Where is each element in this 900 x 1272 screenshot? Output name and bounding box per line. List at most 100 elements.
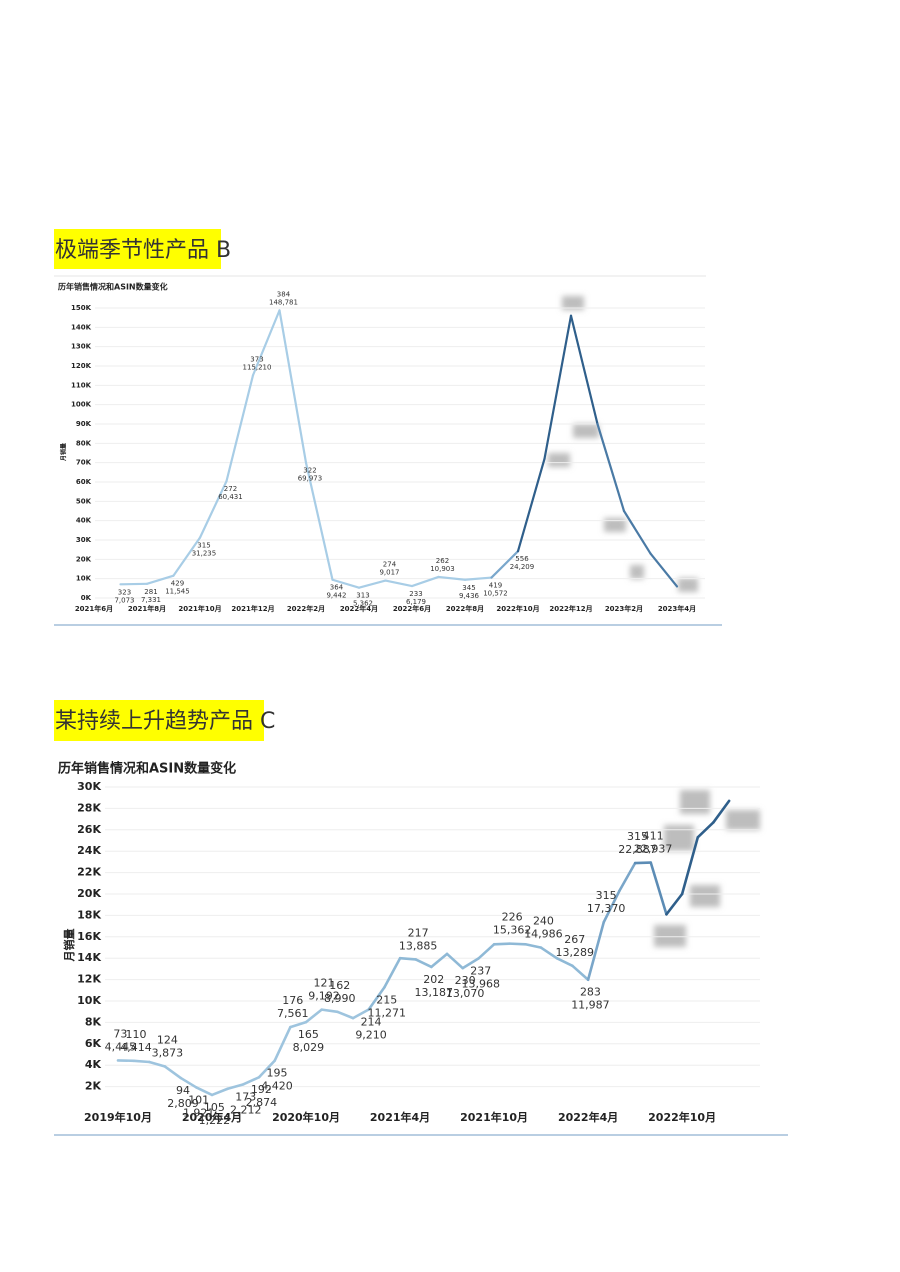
- asin-count-label: 267: [564, 933, 585, 946]
- y-tick-label: 12K: [77, 973, 101, 986]
- line-segment: [289, 1020, 308, 1029]
- asin-count-label: 173: [235, 1090, 256, 1103]
- asin-count-label: 281: [144, 588, 157, 596]
- line-segment: [430, 952, 449, 969]
- asin-count-label: 215: [376, 993, 397, 1006]
- line-segment: [633, 861, 653, 865]
- line-segment: [696, 821, 715, 839]
- value-label: 60,431: [218, 493, 243, 501]
- asin-count-label: 313: [356, 592, 369, 600]
- value-label: 9,436: [459, 592, 480, 600]
- asin-count-label: 121: [314, 977, 335, 990]
- x-tick-label: 2021年4月: [370, 1110, 430, 1124]
- line-segment: [524, 942, 543, 949]
- line-segment: [555, 956, 574, 968]
- line-segment: [198, 480, 228, 539]
- value-label: 11,271: [367, 1006, 406, 1019]
- value-label: 69,973: [298, 475, 323, 483]
- value-label: 7,331: [141, 596, 161, 604]
- y-tick-label: 150K: [71, 304, 92, 312]
- y-tick-label: 10K: [76, 575, 92, 583]
- line-segment: [414, 958, 433, 969]
- line-segment: [225, 374, 255, 483]
- x-tick-label: 2021年6月: [75, 604, 113, 613]
- value-label: 4,414: [120, 1041, 152, 1054]
- asin-count-label: 315: [627, 830, 648, 843]
- value-label: 9,442: [326, 592, 346, 600]
- y-tick-label: 50K: [76, 497, 92, 505]
- x-tick-label: 2022年4月: [558, 1110, 618, 1124]
- section-heading: 某持续上升趋势产品 C: [55, 709, 275, 734]
- asin-count-label: 94: [176, 1084, 190, 1097]
- x-tick-label: 2021年10月: [460, 1110, 528, 1124]
- y-tick-label: 140K: [71, 323, 92, 331]
- line-segment: [304, 461, 334, 581]
- line-segment: [461, 957, 480, 970]
- line-segment: [437, 575, 467, 581]
- heading-highlight: [54, 229, 221, 269]
- line-segment: [569, 314, 599, 426]
- y-axis-label: 月销量: [62, 929, 76, 963]
- line-segment: [665, 892, 684, 916]
- asin-count-label: 283: [580, 986, 601, 999]
- line-segment: [618, 861, 637, 893]
- y-tick-label: 20K: [76, 555, 92, 563]
- line-segment: [331, 578, 361, 589]
- line-segment: [477, 942, 496, 960]
- line-segment: [410, 575, 440, 588]
- asin-count-label: 345: [462, 584, 475, 592]
- y-tick-label: 24K: [77, 844, 101, 857]
- x-tick-label: 2021年12月: [231, 604, 274, 613]
- asin-count-label: 195: [267, 1067, 288, 1080]
- line-segment: [384, 579, 414, 588]
- section-heading: 极端季节性产品 B: [55, 238, 231, 263]
- line-segment: [712, 799, 731, 824]
- y-tick-label: 8K: [85, 1015, 102, 1028]
- line-segment: [336, 1010, 355, 1020]
- line-segment: [463, 576, 493, 581]
- value-label: 148,781: [269, 298, 298, 306]
- y-axis-label: 月销量: [60, 443, 68, 462]
- y-tick-label: 2K: [85, 1080, 102, 1093]
- value-label: 9,192: [308, 990, 340, 1003]
- value-label: 5,362: [353, 600, 373, 608]
- line-segment: [242, 1075, 261, 1086]
- line-segment: [210, 1087, 229, 1097]
- asin-count-label: 373: [250, 355, 263, 363]
- asin-count-label: 226: [502, 911, 523, 924]
- line-segment: [257, 1059, 277, 1079]
- line-segment: [195, 1086, 214, 1097]
- line-segment: [680, 835, 700, 896]
- x-tick-label: 2021年8月: [128, 604, 166, 613]
- value-label: 9,017: [379, 569, 399, 577]
- asin-count-label: 556: [515, 555, 529, 563]
- y-tick-label: 16K: [77, 930, 101, 943]
- line-segment: [278, 309, 308, 464]
- line-segment: [622, 509, 652, 555]
- blurred-labels: [654, 790, 760, 947]
- y-tick-label: 0K: [81, 594, 92, 602]
- value-label: 22,887: [618, 843, 657, 856]
- y-tick-label: 30K: [76, 536, 92, 544]
- x-tick-label: 2022年10月: [496, 604, 539, 613]
- asin-count-label: 233: [409, 590, 422, 598]
- asin-count-label: 240: [533, 915, 554, 928]
- chart-title: 历年销售情况和ASIN数量变化: [58, 761, 236, 777]
- asin-count-label: 315: [596, 889, 617, 902]
- asin-count-label: 323: [118, 588, 131, 596]
- value-label: 4,420: [261, 1080, 293, 1093]
- asin-count-label: 262: [436, 557, 449, 565]
- asin-count-label: 419: [489, 582, 502, 590]
- asin-count-label: 237: [470, 965, 491, 978]
- line-segment: [383, 956, 402, 989]
- value-label: 1,222: [199, 1114, 231, 1127]
- x-tick-label: 2022年2月: [287, 604, 325, 613]
- line-segment: [132, 1059, 151, 1064]
- asin-count-label: 202: [423, 973, 444, 986]
- value-label: 10,903: [430, 565, 455, 573]
- value-label: 14,986: [524, 928, 563, 941]
- value-label: 2,874: [246, 1096, 278, 1109]
- x-tick-label: 2022年12月: [549, 604, 592, 613]
- line-segment: [357, 579, 387, 589]
